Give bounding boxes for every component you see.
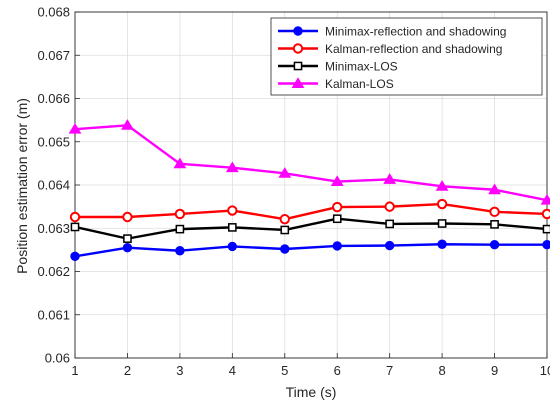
series-line xyxy=(74,243,547,258)
legend-entry: Kalman-LOS xyxy=(278,77,394,91)
data-point xyxy=(122,243,133,253)
legend-label: Minimax-LOS xyxy=(325,59,398,73)
x-tick-label: 1 xyxy=(71,363,78,378)
data-point xyxy=(488,183,501,195)
x-axis-title: Time (s) xyxy=(286,384,337,400)
legend-label: Minimax-reflection and shadowing xyxy=(325,24,506,38)
data-point xyxy=(437,219,447,228)
data-point xyxy=(173,157,187,169)
x-tick-label: 6 xyxy=(334,363,341,378)
legend-entry: Minimax-LOS xyxy=(278,59,398,73)
data-point xyxy=(330,175,344,186)
legend-entry: Minimax-reflection and shadowing xyxy=(278,24,506,38)
data-point xyxy=(68,122,82,134)
series-3 xyxy=(70,214,550,243)
data-point xyxy=(122,211,133,223)
legend-marker xyxy=(293,61,303,71)
data-point xyxy=(175,224,185,234)
y-tick-label: 0.064 xyxy=(37,178,70,193)
x-tick-label: 7 xyxy=(386,363,393,378)
data-point xyxy=(435,180,449,191)
data-point xyxy=(383,173,397,184)
plot-frame xyxy=(74,11,548,359)
series-line xyxy=(74,124,548,202)
data-point xyxy=(489,206,500,218)
data-point xyxy=(278,167,292,178)
data-point xyxy=(541,208,550,220)
y-tick-label: 0.067 xyxy=(37,48,70,63)
data-point xyxy=(280,225,290,235)
axes xyxy=(74,11,548,359)
data-point xyxy=(228,223,237,232)
data-point xyxy=(542,224,550,234)
legend-label: Kalman-LOS xyxy=(325,77,394,91)
series-2 xyxy=(69,198,550,225)
data-point xyxy=(70,251,80,262)
data-point xyxy=(175,246,185,256)
series-line xyxy=(75,202,548,221)
x-tick-label: 8 xyxy=(438,363,445,378)
data-point xyxy=(490,220,499,229)
legend-marker xyxy=(293,26,303,36)
data-point xyxy=(280,244,290,254)
series-1 xyxy=(70,239,550,262)
data-point xyxy=(437,239,447,249)
x-tick-label: 5 xyxy=(281,363,288,378)
data-point xyxy=(384,240,395,251)
data-point xyxy=(385,219,394,229)
legend-marker xyxy=(291,77,305,88)
data-point xyxy=(279,213,290,225)
y-tick-label: 0.065 xyxy=(37,134,70,149)
legend: Minimax-reflection and shadowing Kalman-r… xyxy=(270,17,543,96)
y-tick-label: 0.06 xyxy=(45,351,70,366)
data-point xyxy=(332,214,342,224)
y-tick-label: 0.066 xyxy=(37,91,70,106)
series-lines xyxy=(68,119,550,262)
series-line xyxy=(74,217,548,240)
data-point xyxy=(436,198,448,210)
y-tick-label: 0.061 xyxy=(37,307,70,322)
data-point xyxy=(70,222,80,232)
x-tick-label: 2 xyxy=(124,363,131,378)
data-point xyxy=(332,241,342,251)
data-point xyxy=(332,201,343,213)
data-point xyxy=(121,119,134,130)
data-point xyxy=(225,161,239,173)
x-tick-label: 4 xyxy=(229,363,236,378)
data-point xyxy=(227,205,238,216)
data-point xyxy=(489,239,500,250)
data-point xyxy=(542,239,550,250)
y-axis-title: Position estimation error (m) xyxy=(14,98,30,274)
data-point xyxy=(174,208,186,220)
y-tick-label: 0.062 xyxy=(37,264,70,279)
legend-entry: Kalman-reflection and shadowing xyxy=(278,42,502,56)
data-point xyxy=(69,211,81,223)
x-tick-label: 9 xyxy=(491,363,498,378)
y-tick-label: 0.063 xyxy=(37,221,70,236)
x-tick-label: 10 xyxy=(540,363,550,378)
legend-label: Kalman-reflection and shadowing xyxy=(325,42,502,56)
legend-marker xyxy=(292,43,304,54)
y-tick-label: 0.068 xyxy=(37,5,70,20)
tick-labels: 1 2 3 4 5 6 7 8 9 10 0.06 0.061 0.062 0.063 0.064 0.065… xyxy=(37,5,550,379)
data-point xyxy=(384,201,395,212)
data-point xyxy=(123,234,132,243)
data-point xyxy=(227,241,238,252)
x-tick-label: 3 xyxy=(176,363,183,378)
